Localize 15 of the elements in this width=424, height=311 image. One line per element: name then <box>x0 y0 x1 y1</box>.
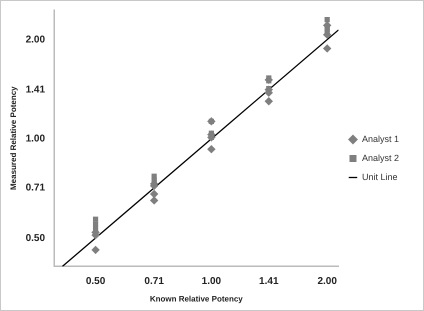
y-tick-label: 0.71 <box>26 182 46 194</box>
x-tick-label: 1.41 <box>259 276 279 288</box>
x-tick-label: 2.00 <box>317 276 338 288</box>
y-tick-label: 2.00 <box>26 34 46 46</box>
x-tick-label: 1.00 <box>202 276 222 288</box>
y-axis-title: Measured Relative Potency <box>9 86 18 190</box>
x-tick-label: 0.50 <box>86 276 106 288</box>
y-tick-label: 1.41 <box>26 84 46 96</box>
legend-label: Analyst 2 <box>362 152 400 163</box>
legend-label: Unit Line <box>362 172 398 182</box>
legend-label: Analyst 1 <box>362 134 400 144</box>
y-tick-label: 0.50 <box>26 232 46 244</box>
y-tick-label: 1.00 <box>26 134 46 145</box>
x-axis-title: Known Relative Potency <box>150 294 244 304</box>
x-tick-label: 0.71 <box>144 276 164 288</box>
